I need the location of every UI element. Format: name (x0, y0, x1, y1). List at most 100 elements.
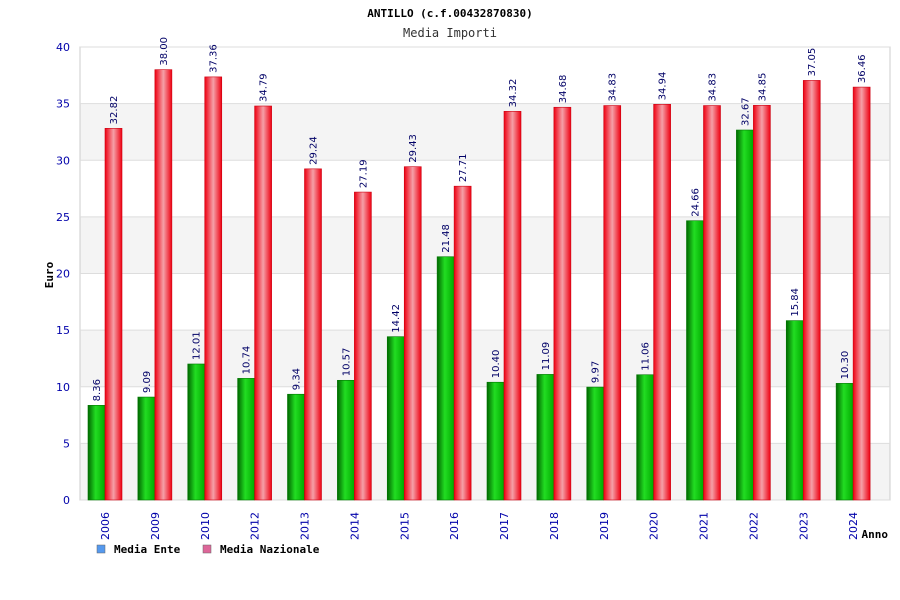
bar-ente (237, 378, 255, 501)
legend: Media Ente Media Nazionale (96, 543, 320, 556)
data-label: 9.34 (292, 368, 303, 390)
data-label: 38.00 (159, 37, 170, 66)
y-axis-label: Euro (43, 261, 56, 288)
chart-subtitle: Media Importi (403, 26, 497, 40)
bar-nazionale (453, 185, 472, 501)
x-axis-ticks: 2006 2009 2010 2012 2013 2014 2015 2016 2017 2018… (99, 512, 860, 540)
y-tick-label: 10 (56, 381, 70, 394)
legend-swatch (96, 544, 106, 554)
bar-nazionale (354, 191, 372, 501)
bar-ente (736, 129, 754, 501)
y-tick-label: 5 (63, 437, 70, 450)
y-tick-label: 25 (56, 211, 70, 224)
x-tick-label: 2024 (847, 512, 860, 540)
data-label: 8.36 (92, 379, 103, 401)
x-tick-label: 2009 (149, 512, 162, 540)
data-label: 10.40 (491, 350, 502, 379)
x-tick-label: 2016 (448, 512, 461, 540)
bar-ente (785, 320, 804, 501)
x-tick-label: 2019 (598, 512, 611, 540)
legend-label: Media Nazionale (220, 543, 320, 556)
bar-ente (337, 379, 355, 501)
bar-nazionale (753, 105, 771, 501)
bar-ente (287, 393, 305, 501)
data-label: 11.06 (641, 342, 652, 371)
bar-nazionale (204, 76, 223, 501)
data-label: 34.32 (508, 79, 519, 108)
bar-ente (137, 396, 156, 501)
y-tick-label: 15 (56, 324, 70, 337)
data-label: 27.19 (358, 159, 369, 188)
data-label: 10.30 (840, 351, 851, 380)
data-label: 34.68 (558, 75, 569, 104)
bar-ente (436, 256, 455, 501)
bar-nazionale (603, 105, 622, 501)
bar-nazionale (403, 166, 422, 501)
bar-nazionale (852, 86, 871, 501)
bar-nazionale (154, 69, 173, 501)
bar-nazionale (703, 105, 721, 501)
data-label: 15.84 (790, 288, 801, 317)
x-tick-label: 2022 (747, 512, 760, 540)
bar-nazionale (553, 106, 572, 501)
bar-nazionale (104, 128, 123, 501)
data-label: 9.09 (142, 371, 153, 393)
bar-nazionale (304, 168, 322, 501)
data-label: 10.57 (341, 348, 352, 377)
data-label: 34.83 (608, 73, 619, 102)
x-tick-label: 2020 (648, 512, 661, 540)
data-label: 21.48 (441, 224, 452, 253)
data-label: 32.67 (740, 97, 751, 126)
bar-ente (686, 220, 704, 501)
bar-nazionale (503, 111, 522, 501)
data-label: 34.79 (259, 73, 270, 102)
y-tick-label: 20 (56, 268, 70, 281)
data-label: 14.42 (391, 304, 402, 333)
bars (87, 69, 871, 501)
x-tick-label: 2012 (249, 512, 262, 540)
x-tick-label: 2017 (498, 512, 511, 540)
y-axis-ticks: 0 5 10 15 20 25 30 35 40 (56, 41, 70, 507)
data-label: 29.43 (408, 134, 419, 163)
bar-ente (636, 374, 654, 501)
data-label: 36.46 (857, 54, 868, 83)
x-tick-label: 2010 (199, 512, 212, 540)
data-label: 34.83 (708, 73, 719, 102)
legend-swatch (202, 544, 212, 554)
y-tick-label: 35 (56, 98, 70, 111)
bar-ente (486, 381, 505, 501)
data-labels: 8.36 32.82 9.09 38.00 12.01 37.36 10.74 34.79 9.… (92, 37, 868, 401)
data-label: 11.09 (541, 342, 552, 371)
x-tick-label: 2015 (398, 512, 411, 540)
bar-nazionale (802, 80, 821, 501)
data-label: 37.36 (209, 44, 220, 73)
x-tick-label: 2021 (698, 512, 711, 540)
data-label: 12.01 (192, 331, 203, 360)
data-label: 9.97 (591, 361, 602, 383)
plot-band (80, 47, 890, 104)
data-label: 24.66 (691, 188, 702, 217)
legend-label: Media Ente (114, 543, 181, 556)
x-tick-label: 2014 (348, 512, 361, 540)
data-label: 34.94 (658, 72, 669, 101)
data-label: 10.74 (242, 346, 253, 375)
y-tick-label: 0 (63, 494, 70, 507)
bar-ente (536, 374, 555, 501)
bar-ente (187, 363, 206, 501)
x-tick-label: 2013 (299, 512, 312, 540)
bar-ente (835, 383, 854, 501)
data-label: 34.85 (757, 73, 768, 102)
y-tick-label: 40 (56, 41, 70, 54)
data-label: 32.82 (109, 96, 120, 125)
chart-title: ANTILLO (c.f.00432870830) (367, 7, 533, 20)
data-label: 27.71 (458, 154, 469, 183)
bar-ente (386, 336, 405, 501)
x-tick-label: 2023 (797, 512, 810, 540)
x-tick-label: 2006 (99, 512, 112, 540)
data-label: 29.24 (309, 136, 320, 165)
x-axis-label: Anno (862, 528, 889, 541)
bar-nazionale (254, 105, 272, 501)
bar-nazionale (653, 104, 671, 501)
bar-ente (87, 405, 106, 501)
